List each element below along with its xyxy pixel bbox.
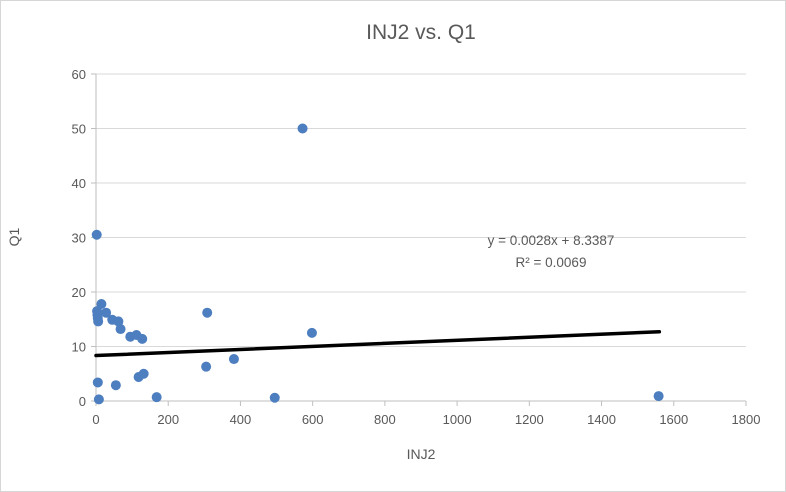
data-point <box>115 324 126 335</box>
y-tick-label: 20 <box>72 285 86 300</box>
data-point <box>137 333 148 344</box>
data-point <box>113 316 124 327</box>
data-point <box>202 307 213 318</box>
trendline <box>94 329 662 358</box>
y-tick-label: 30 <box>72 231 86 246</box>
data-point <box>653 391 664 402</box>
data-point <box>91 229 102 240</box>
x-tick-label: 400 <box>230 412 252 427</box>
data-point <box>92 377 103 388</box>
y-tick-label: 50 <box>72 122 86 137</box>
x-tick-label: 1600 <box>659 412 688 427</box>
x-axis-title: INJ2 <box>406 446 436 462</box>
trendline-annotation: y = 0.0028x + 8.3387 R² = 0.0069 <box>441 230 661 274</box>
data-point <box>151 392 162 403</box>
data-point <box>201 361 212 372</box>
data-point <box>138 368 149 379</box>
y-axis-title: Q1 <box>6 227 22 247</box>
y-tick-label: 10 <box>72 340 86 355</box>
x-tick-label: 1800 <box>732 412 761 427</box>
y-tick-label: 0 <box>79 394 86 409</box>
data-point <box>306 327 317 338</box>
y-tick-label: 40 <box>72 176 86 191</box>
trendline-r-squared: R² = 0.0069 <box>515 255 587 270</box>
x-tick-label: 800 <box>374 412 396 427</box>
data-point <box>93 394 104 405</box>
x-tick-label: 1200 <box>515 412 544 427</box>
x-tick-label: 1400 <box>587 412 616 427</box>
x-tick-label: 0 <box>92 412 99 427</box>
x-tick-label: 600 <box>302 412 324 427</box>
x-tick-label: 200 <box>157 412 179 427</box>
chart-title: INJ2 vs. Q1 <box>366 21 476 44</box>
data-point <box>96 298 107 309</box>
data-point <box>228 354 239 365</box>
data-point <box>297 123 308 134</box>
x-tick-label: 1000 <box>443 412 472 427</box>
trendline-equation: y = 0.0028x + 8.3387 <box>487 233 615 248</box>
data-point <box>101 307 112 318</box>
data-point <box>93 316 104 327</box>
y-tick-label: 60 <box>72 67 86 82</box>
data-point <box>110 380 121 391</box>
data-point <box>269 392 280 403</box>
